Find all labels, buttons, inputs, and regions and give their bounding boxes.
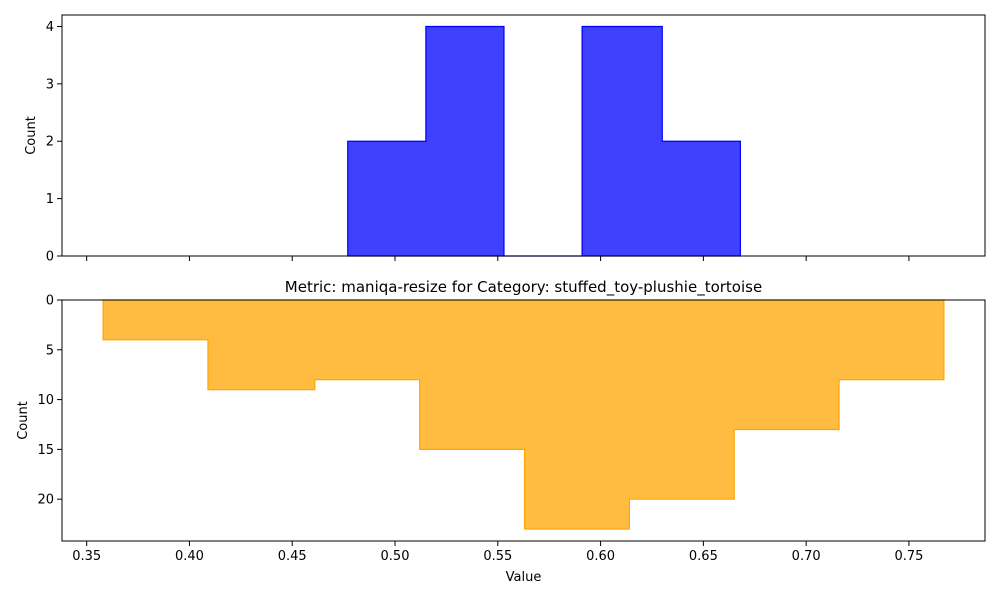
y-tick-label: 0 — [46, 294, 54, 309]
plot-frame — [61, 299, 986, 542]
y-axis-label: Count — [16, 401, 31, 440]
x-tick-label: 0.75 — [894, 549, 923, 564]
x-axis-label: Value — [506, 570, 542, 585]
y-tick-label: 15 — [37, 443, 54, 458]
x-tick-label: 0.45 — [278, 549, 307, 564]
x-tick-label: 0.60 — [586, 549, 615, 564]
x-tick-label: 0.40 — [175, 549, 204, 564]
chart-title: Metric: maniqa-resize for Category: stuf… — [285, 278, 762, 297]
y-tick-label: 2 — [46, 135, 54, 150]
histogram-area — [102, 299, 945, 530]
y-tick-label: 20 — [37, 493, 54, 508]
x-tick-label: 0.55 — [483, 549, 512, 564]
x-tick-label: 0.65 — [689, 549, 718, 564]
y-tick-label: 4 — [46, 20, 54, 35]
x-tick-label: 0.35 — [72, 549, 101, 564]
y-tick-label: 10 — [37, 393, 54, 408]
y-axis-label: Count — [24, 116, 39, 155]
y-tick-label: 3 — [46, 77, 54, 92]
y-tick-label: 0 — [46, 250, 54, 265]
x-tick-label: 0.70 — [792, 549, 821, 564]
y-tick-label: 5 — [46, 343, 54, 358]
y-tick-label: 1 — [46, 192, 54, 207]
panel-2: 0 5 10 15 20 0.35 0.40 0.45 0.50 0.55 0.60 0.65 0.70… — [16, 278, 986, 585]
x-tick-label: 0.50 — [381, 549, 410, 564]
plot-frame — [61, 14, 986, 257]
panel-1: 0 1 2 3 4 Count — [24, 14, 986, 265]
histogram-area — [347, 25, 741, 257]
